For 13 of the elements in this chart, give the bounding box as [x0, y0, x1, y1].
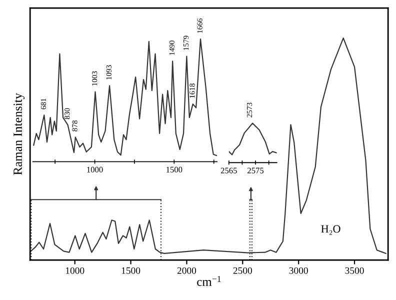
x-tick-label: 2500	[233, 267, 252, 274]
x-tick-label: 1500	[166, 166, 182, 172]
x-tick-label: 3000	[289, 267, 308, 274]
x-tick-label: 3500	[345, 267, 364, 274]
x-tick-label: 1500	[122, 267, 140, 274]
x-axis-title: cm$^{−1}$	[197, 276, 221, 286]
annotation: H₂O	[321, 225, 340, 235]
x-tick-label: 1000	[66, 267, 84, 274]
x-tick-label: 2000	[177, 267, 196, 274]
x-tick-label: 2575	[248, 168, 264, 174]
x-tick-label: 1000	[87, 166, 103, 172]
x-tick-label: 2565	[220, 168, 237, 174]
y-axis-title: Raman Intensity	[14, 93, 25, 175]
